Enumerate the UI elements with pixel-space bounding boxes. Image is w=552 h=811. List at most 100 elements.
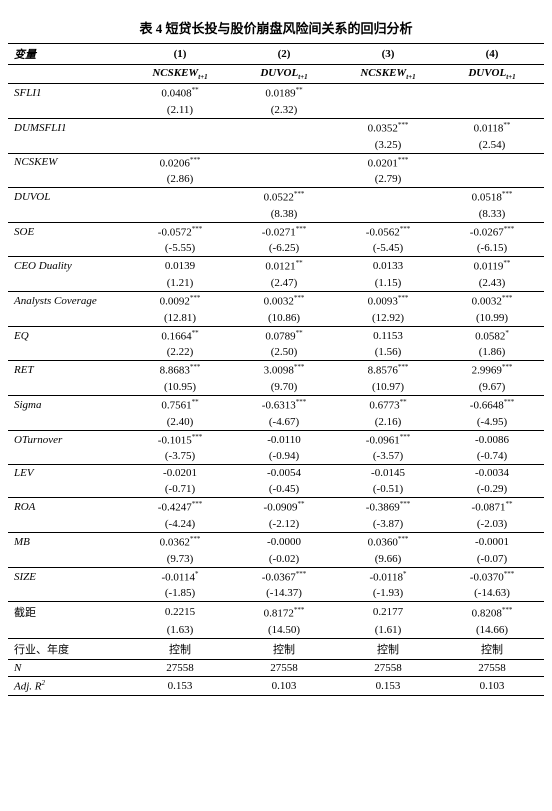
row-label: 截距 [8,602,128,623]
cell: -0.0562*** [336,222,440,240]
cell: 0.0121** [232,257,336,275]
regression-table: 变量 (1) (2) (3) (4) NCSKEWt+1 DUVOLt+1 NC… [8,43,544,696]
table-row: NCSKEW0.0206***0.0201*** [8,153,544,171]
row-label [8,137,128,154]
cell [336,188,440,206]
row-label [8,206,128,223]
table-row: MB0.0362***-0.00000.0360***-0.0001 [8,533,544,551]
table-row: (1.63)(14.50)(1.61)(14.66) [8,622,544,639]
cell: 0.0518*** [440,188,544,206]
cell [128,118,232,136]
cell [336,206,440,223]
cell: (14.50) [232,622,336,639]
cell: -0.6313*** [232,396,336,414]
cell [128,188,232,206]
depvar-2: DUVOLt+1 [232,65,336,84]
row-label: CEO Duality [8,257,128,275]
row-label [8,102,128,119]
cell: (-3.57) [336,448,440,465]
cell [128,206,232,223]
cell [232,171,336,188]
cell: 控制 [440,639,544,660]
cell: 0.0119** [440,257,544,275]
cell: 0.0582* [440,326,544,344]
cell: 2.9969*** [440,361,544,379]
table-row: RET8.8683***3.0098***8.8576***2.9969*** [8,361,544,379]
cell: 控制 [336,639,440,660]
cell: (-14.63) [440,585,544,602]
cell [232,118,336,136]
cell: (12.81) [128,310,232,327]
table-row: (-5.55)(-6.25)(-5.45)(-6.15) [8,240,544,257]
row-label [8,622,128,639]
row-label: MB [8,533,128,551]
cell: 0.0362*** [128,533,232,551]
cell: (1.15) [336,275,440,292]
cell: (-5.45) [336,240,440,257]
cell: (-0.71) [128,481,232,498]
row-label [8,310,128,327]
cell: (-2.03) [440,516,544,533]
row-label: Analysts Coverage [8,292,128,310]
cell: -0.6648*** [440,396,544,414]
cell: 控制 [128,639,232,660]
table-row: ROA-0.4247***-0.0909**-0.3869***-0.0871*… [8,498,544,516]
table-row: OTurnover-0.1015***-0.0110-0.0961***-0.0… [8,430,544,448]
cell: (1.63) [128,622,232,639]
cell: 27558 [128,660,232,677]
col-num-2: (2) [232,44,336,65]
row-label: SFLI1 [8,84,128,102]
cell: -0.3869*** [336,498,440,516]
cell: 27558 [232,660,336,677]
cell: -0.0871** [440,498,544,516]
cell: 0.103 [440,677,544,696]
cell: 0.8172*** [232,602,336,623]
table-row: SOE-0.0572***-0.0271***-0.0562***-0.0267… [8,222,544,240]
cell: -0.0034 [440,465,544,482]
table-row: LEV-0.0201-0.0054-0.0145-0.0034 [8,465,544,482]
cell: (-0.29) [440,481,544,498]
cell: (2.50) [232,344,336,361]
var-header: 变量 [8,44,128,65]
table-row: 截距0.22150.8172***0.21770.8208*** [8,602,544,623]
table-row: (-4.24)(-2.12)(-3.87)(-2.03) [8,516,544,533]
cell: (2.86) [128,171,232,188]
cell: (2.22) [128,344,232,361]
row-label [8,344,128,361]
cell: (1.61) [336,622,440,639]
row-label [8,171,128,188]
cell: (14.66) [440,622,544,639]
row-label: N [8,660,128,677]
cell [440,171,544,188]
cell: -0.0271*** [232,222,336,240]
table-title: 表 4 短贷长投与股价崩盘风险间关系的回归分析 [8,18,544,37]
cell: (-3.75) [128,448,232,465]
table-row: Sigma0.7561**-0.6313***0.6773**-0.6648**… [8,396,544,414]
table-row: (2.11)(2.32) [8,102,544,119]
table-row: (-3.75)(-0.94)(-3.57)(-0.74) [8,448,544,465]
cell: 0.0189** [232,84,336,102]
cell: (-0.51) [336,481,440,498]
table-row: (10.95)(9.70)(10.97)(9.67) [8,379,544,396]
table-row: CEO Duality0.01390.0121**0.01330.0119** [8,257,544,275]
cell: (2.79) [336,171,440,188]
table-row: (-0.71)(-0.45)(-0.51)(-0.29) [8,481,544,498]
cell: 0.0032*** [440,292,544,310]
row-label: SOE [8,222,128,240]
row-label: RET [8,361,128,379]
table-row: DUVOL0.0522***0.0518*** [8,188,544,206]
header-row-numbers: 变量 (1) (2) (3) (4) [8,44,544,65]
table-row: EQ0.1664**0.0789**0.11530.0582* [8,326,544,344]
cell: (8.33) [440,206,544,223]
table-row: SFLI10.0408**0.0189** [8,84,544,102]
row-label [8,448,128,465]
cell: 0.6773** [336,396,440,414]
cell: -0.0145 [336,465,440,482]
cell: (2.16) [336,414,440,431]
cell: -0.4247*** [128,498,232,516]
table-row: (8.38)(8.33) [8,206,544,223]
cell: (2.11) [128,102,232,119]
cell: 0.0093*** [336,292,440,310]
cell: 0.0522*** [232,188,336,206]
cell [440,84,544,102]
